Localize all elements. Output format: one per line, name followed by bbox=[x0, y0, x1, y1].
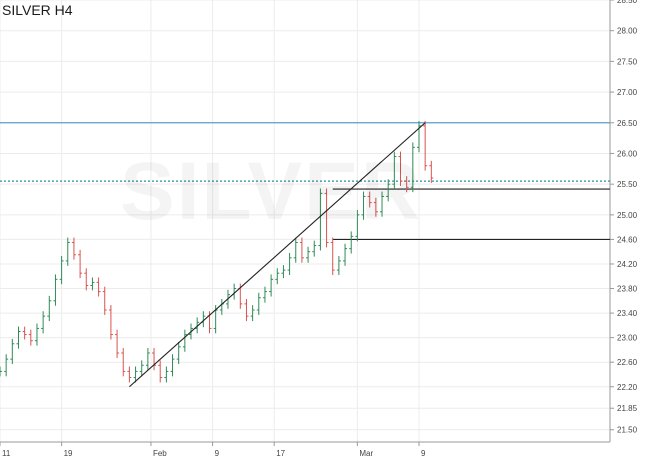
chart-title: SILVER H4 bbox=[2, 2, 73, 18]
y-tick-label: 27.00 bbox=[617, 88, 638, 97]
y-tick-label: 27.50 bbox=[617, 57, 638, 66]
y-tick-label: 24.60 bbox=[617, 235, 638, 244]
y-tick-label: 26.00 bbox=[617, 149, 638, 158]
x-tick-label: 9 bbox=[215, 449, 220, 458]
y-tick-label: 21.85 bbox=[617, 404, 638, 413]
y-tick-label: 22.20 bbox=[617, 383, 638, 392]
y-tick-label: 23.40 bbox=[617, 309, 638, 318]
x-tick-label: 11 bbox=[2, 449, 11, 458]
y-tick-label: 21.50 bbox=[617, 426, 638, 435]
y-tick-label: 28.00 bbox=[617, 27, 638, 36]
x-tick-label: 17 bbox=[276, 449, 285, 458]
x-tick-label: 19 bbox=[64, 449, 73, 458]
y-tick-label: 23.00 bbox=[617, 334, 638, 343]
y-tick-label: 25.50 bbox=[617, 180, 638, 189]
x-tick-label: Mar bbox=[359, 449, 373, 458]
y-tick-label: 24.20 bbox=[617, 260, 638, 269]
trendline bbox=[129, 122, 426, 388]
y-tick-label: 28.50 bbox=[617, 0, 638, 5]
y-tick-label: 23.80 bbox=[617, 285, 638, 294]
x-tick-label: 9 bbox=[421, 449, 426, 458]
y-tick-label: 22.60 bbox=[617, 358, 638, 367]
y-tick-label: 26.50 bbox=[617, 119, 638, 128]
y-tick-label: 25.00 bbox=[617, 211, 638, 220]
x-tick-label: Feb bbox=[153, 449, 167, 458]
